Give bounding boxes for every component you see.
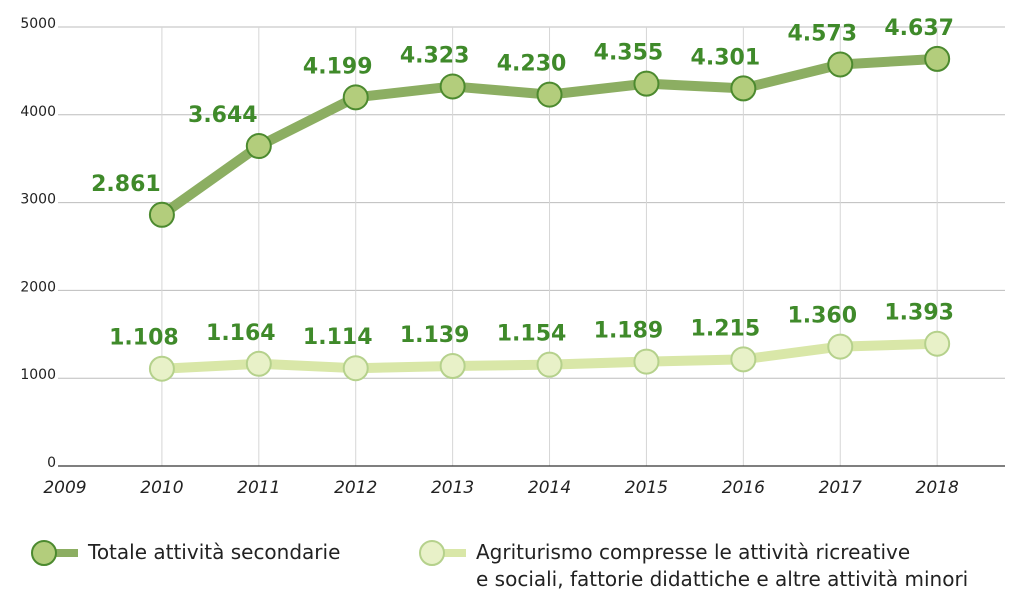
data-label: 4.230: [497, 52, 567, 77]
marker: [439, 352, 466, 379]
legend-label: Agriturismo compresse le attività ricrea…: [476, 540, 969, 591]
marker: [148, 201, 175, 228]
x-tick-label: 2015: [625, 478, 668, 498]
x-tick-label: 2017: [819, 478, 862, 498]
y-tick-label: 0: [47, 455, 56, 471]
x-tick-label: 2013: [431, 478, 474, 498]
x-tick-label: 2012: [334, 478, 377, 498]
marker: [148, 355, 175, 382]
marker: [439, 73, 466, 100]
x-tick-label: 2018: [916, 478, 959, 498]
marker: [536, 81, 563, 108]
marker: [827, 51, 854, 78]
x-tick-label: 2016: [722, 478, 765, 498]
marker: [730, 75, 757, 102]
marker: [536, 351, 563, 378]
marker: [633, 348, 660, 375]
data-label: 4.573: [787, 21, 857, 46]
marker: [342, 355, 369, 382]
x-tick-label: 2010: [140, 478, 183, 498]
legend-marker: [31, 540, 57, 566]
marker: [245, 133, 272, 160]
data-label: 1.139: [400, 323, 470, 348]
data-label: 1.114: [303, 325, 373, 350]
x-tick-label: 2014: [528, 478, 571, 498]
data-label: 1.360: [787, 304, 857, 329]
data-label: 1.154: [497, 322, 567, 347]
marker: [827, 333, 854, 360]
data-label: 1.393: [884, 301, 954, 326]
data-label: 4.355: [594, 41, 664, 66]
data-label: 4.323: [400, 43, 470, 68]
data-label: 4.199: [303, 54, 373, 79]
marker: [924, 45, 951, 72]
marker: [342, 84, 369, 111]
marker: [730, 346, 757, 373]
data-label: 3.644: [188, 103, 258, 128]
y-tick-label: 2000: [20, 279, 56, 295]
data-label: 1.164: [206, 321, 276, 346]
data-label: 4.637: [884, 16, 954, 41]
y-tick-label: 4000: [20, 104, 56, 120]
data-label: 1.189: [594, 319, 664, 344]
y-tick-label: 1000: [20, 367, 56, 383]
data-label: 1.215: [691, 316, 761, 341]
marker: [245, 350, 272, 377]
legend-marker: [419, 540, 445, 566]
data-label: 2.861: [91, 172, 161, 197]
y-tick-label: 3000: [20, 192, 56, 208]
data-label: 1.108: [109, 326, 179, 351]
x-tick-label: 2009: [43, 478, 86, 498]
y-tick-label: 5000: [20, 16, 56, 32]
legend-label: Totale attività secondarie: [88, 540, 341, 564]
x-tick-label: 2011: [237, 478, 280, 498]
marker: [633, 70, 660, 97]
marker: [924, 330, 951, 357]
data-label: 4.301: [691, 45, 761, 70]
